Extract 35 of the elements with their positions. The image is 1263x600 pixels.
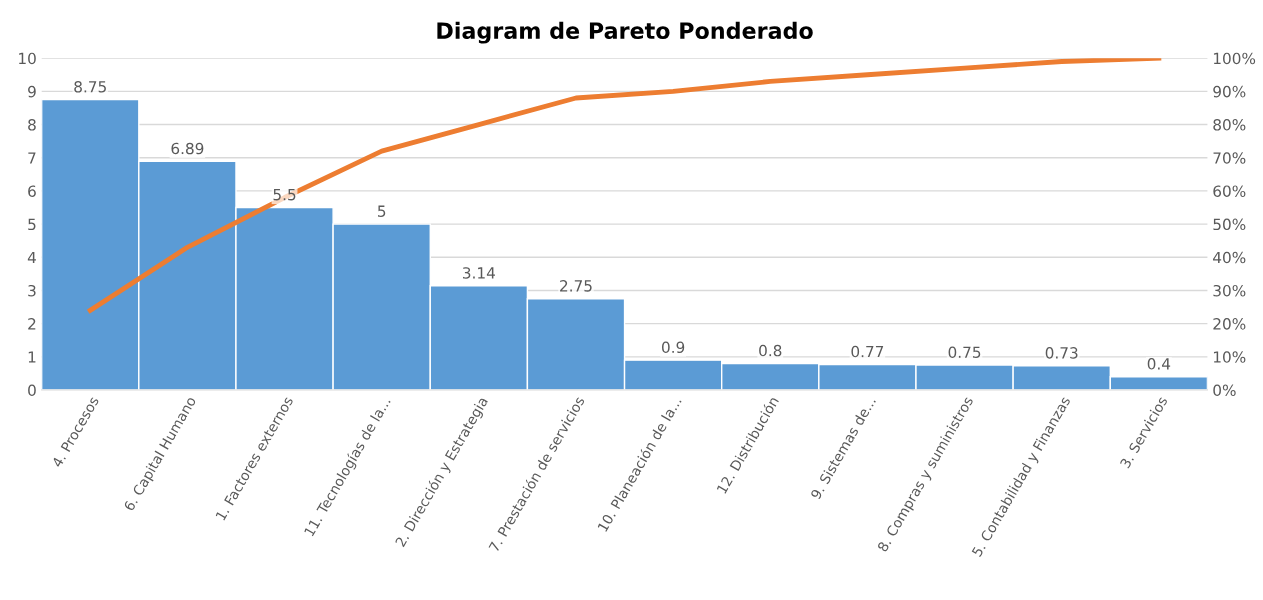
y-tick-label: 9: [28, 85, 36, 98]
y-tick-label: 1: [28, 351, 36, 363]
y-tick-label: 2: [28, 318, 36, 330]
y-tick-label: 0: [28, 384, 36, 397]
y2-tick-label: 0%: [1213, 384, 1236, 397]
y-tick-label: 3: [28, 284, 36, 297]
y2-tick-label: 10%: [1213, 351, 1246, 363]
data-label: 0.75: [948, 346, 981, 358]
y2-tick-label: 60%: [1213, 185, 1246, 197]
data-label: 3.14: [462, 267, 495, 279]
y-tick-label: 6: [28, 185, 36, 197]
data-label: 0.73: [1045, 347, 1078, 359]
y-tick-label: 4: [27, 251, 36, 264]
y2-tick-label: 100%: [1213, 52, 1256, 65]
data-label: 5: [378, 205, 386, 217]
data-label: 0.4: [1147, 358, 1171, 370]
data-label: 6.89: [171, 142, 204, 155]
y-tick-label: 5: [28, 218, 36, 231]
chart-title: Diagram de Pareto Ponderado: [437, 21, 813, 44]
y-tick-label: 8: [28, 119, 36, 131]
y2-tick-label: 80%: [1213, 119, 1246, 131]
data-label: 8.75: [74, 80, 106, 93]
y2-tick-label: 40%: [1213, 251, 1246, 264]
y2-tick-label: 70%: [1213, 152, 1246, 164]
y2-tick-label: 90%: [1213, 85, 1246, 98]
y2-tick-label: 20%: [1213, 318, 1246, 330]
y2-tick-label: 50%: [1213, 218, 1246, 231]
data-label: 0.9: [661, 341, 685, 354]
y2-tick-label: 30%: [1213, 284, 1246, 297]
data-label: 2.75: [560, 280, 592, 292]
data-label: 0.8: [759, 344, 782, 357]
data-label: 5.5: [273, 189, 296, 201]
y-tick-label: 7: [28, 152, 36, 164]
y-tick-label: 10: [19, 52, 36, 65]
data-label: 0.77: [851, 345, 884, 358]
